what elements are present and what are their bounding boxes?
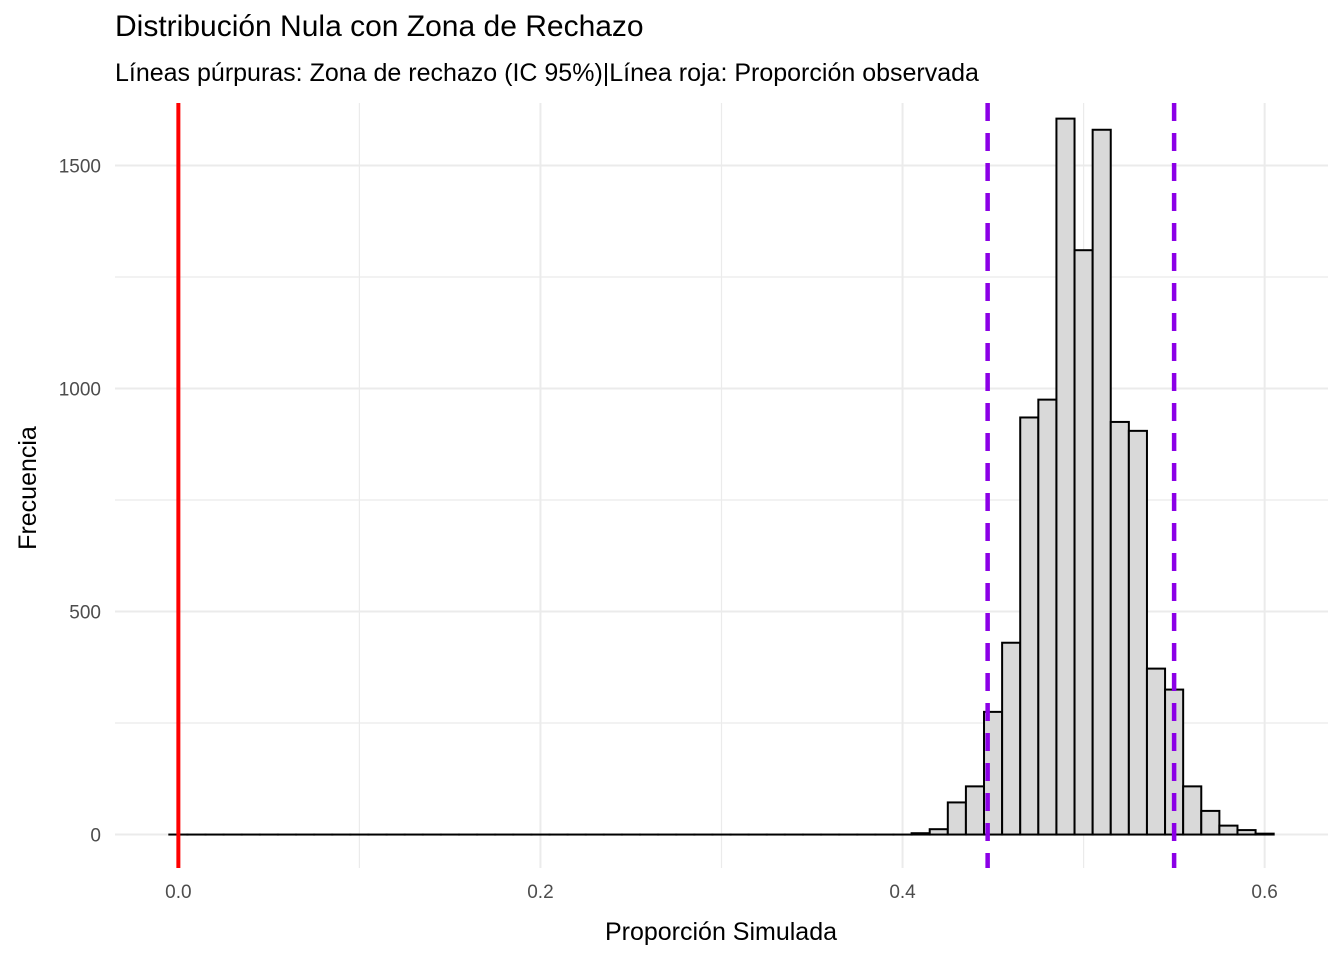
y-tick-label: 0 <box>90 826 101 847</box>
y-tick-label: 500 <box>69 603 101 624</box>
x-tick-label: 0.6 <box>1251 882 1277 903</box>
histogram-bar <box>1218 824 1239 836</box>
y-tick-label: 1500 <box>59 156 101 177</box>
histogram-bar <box>1091 128 1112 836</box>
reference-lines <box>176 103 1177 868</box>
histogram-bar <box>1001 641 1022 836</box>
histogram-bar <box>1019 416 1040 836</box>
histogram-bar <box>1055 117 1076 836</box>
y-axis-ticks: 0 500 1000 1500 <box>59 156 101 846</box>
histogram-bar <box>1073 249 1094 836</box>
histogram-bar <box>1109 420 1130 836</box>
histogram-bar <box>946 801 967 836</box>
x-axis-ticks: 0.0 0.2 0.4 0.6 <box>165 882 1278 903</box>
histogram-bar <box>1145 667 1167 836</box>
x-tick-label: 0.2 <box>527 882 553 903</box>
histogram-bar <box>964 785 986 836</box>
histogram-bar <box>1127 429 1148 836</box>
y-tick-label: 1000 <box>59 379 101 400</box>
chart-subtitle: Líneas púrpuras: Zona de rechazo (IC 95%… <box>115 59 979 87</box>
histogram-bar <box>1200 809 1221 836</box>
chart-title: Distribución Nula con Zona de Rechazo <box>115 10 644 43</box>
histogram-bar <box>910 832 931 836</box>
histogram-bar <box>1254 832 1275 836</box>
y-axis-label: Frecuencia <box>14 426 42 550</box>
histogram-bar <box>1182 785 1203 836</box>
histogram-bar <box>1037 398 1058 836</box>
histogram-bars <box>168 117 1275 836</box>
x-axis-label: Proporción Simulada <box>605 918 837 946</box>
histogram-bar <box>928 828 949 836</box>
x-tick-label: 0.0 <box>165 882 191 903</box>
x-tick-label: 0.4 <box>889 882 916 903</box>
histogram-bar <box>1236 829 1257 836</box>
